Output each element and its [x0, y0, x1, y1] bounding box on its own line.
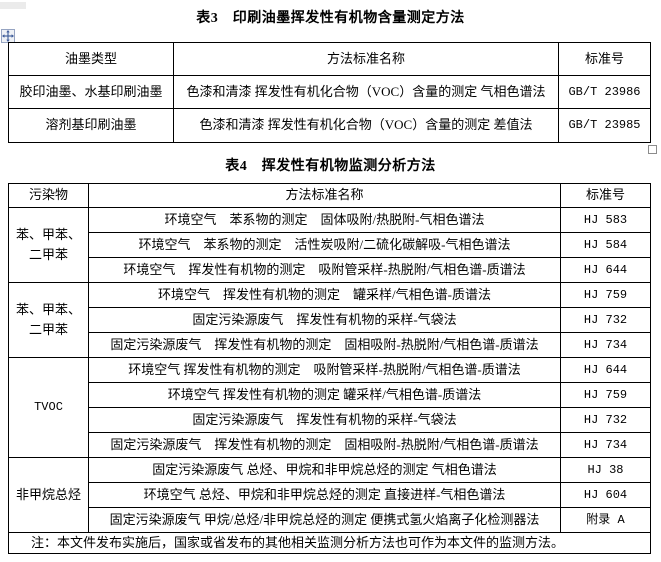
table-row: 环境空气 苯系物的测定 活性炭吸附/二硫化碳解吸-气相色谱法 HJ 584: [9, 232, 651, 258]
method-cell: 固定污染源废气 甲烷/总烃/非甲烷总烃的测定 便携式氢火焰离子化检测器法: [88, 507, 561, 533]
table-row: 非甲烷总烃 固定污染源废气 总烃、甲烷和非甲烷总烃的测定 气相色谱法 HJ 38: [8, 457, 651, 533]
pollutant-cell: TVOC: [8, 357, 89, 458]
standard-cell: GB/T 23986: [558, 75, 651, 109]
ink-voc-methods-table: 油墨类型 方法标准名称 标准号 胶印油墨、水基印刷油墨 色漆和清漆 挥发性有机化…: [8, 42, 651, 143]
table-row: 环境空气 挥发性有机物的测定 吸附管采样-热脱附/气相色谱-质谱法 HJ 644: [9, 257, 651, 283]
table-row: 固定污染源废气 挥发性有机物的采样-气袋法 HJ 732: [9, 307, 651, 333]
table-row: 固定污染源废气 挥发性有机物的测定 固相吸附-热脱附/气相色谱-质谱法 HJ 7…: [9, 332, 651, 358]
table-note-row: 注：本文件发布实施后，国家或省发布的其他相关监测分析方法也可作为本文件的监测方法…: [8, 532, 651, 554]
table4-header-standard-no: 标准号: [560, 183, 651, 208]
table4-header-row: 污染物 方法标准名称 标准号: [8, 183, 651, 208]
standard-cell: HJ 38: [560, 457, 651, 483]
table3-header-method-name: 方法标准名称: [173, 42, 559, 76]
table-row: 固定污染源废气 挥发性有机物的采样-气袋法 HJ 732: [9, 407, 651, 433]
method-cell: 固定污染源废气 挥发性有机物的采样-气袋法: [88, 307, 561, 333]
standard-cell: 附录 A: [560, 507, 651, 533]
table3-header-row: 油墨类型 方法标准名称 标准号: [8, 42, 651, 76]
method-cell: 环境空气 挥发性有机物的测定 吸附管采样-热脱附/气相色谱-质谱法: [88, 357, 561, 383]
standard-cell: HJ 759: [560, 282, 651, 308]
method-cell: 色漆和清漆 挥发性有机化合物（VOC）含量的测定 气相色谱法: [173, 75, 559, 109]
method-cell: 固定污染源废气 总烃、甲烷和非甲烷总烃的测定 气相色谱法: [88, 457, 561, 483]
table4-header-pollutant: 污染物: [8, 183, 89, 208]
table-row: 苯、甲苯、二甲苯 环境空气 苯系物的测定 固体吸附/热脱附-气相色谱法 HJ 5…: [8, 207, 651, 283]
method-cell: 固定污染源废气 挥发性有机物的测定 固相吸附-热脱附/气相色谱-质谱法: [88, 332, 561, 358]
standard-cell: HJ 734: [560, 332, 651, 358]
table3-header-standard-no: 标准号: [558, 42, 651, 76]
standard-cell: HJ 644: [560, 357, 651, 383]
standard-cell: HJ 584: [560, 232, 651, 258]
method-cell: 环境空气 总烃、甲烷和非甲烷总烃的测定 直接进样-气相色谱法: [88, 482, 561, 508]
method-cell: 环境空气 挥发性有机物的测定 罐采样/气相色谱-质谱法: [88, 282, 561, 308]
voc-monitoring-methods-table: 污染物 方法标准名称 标准号 苯、甲苯、二甲苯 环境空气 苯系物的测定 固体吸附…: [8, 183, 651, 554]
standard-cell: HJ 732: [560, 307, 651, 333]
pollutant-cell: 非甲烷总烃: [8, 457, 89, 533]
standard-cell: GB/T 23985: [558, 108, 651, 143]
note-cell: 注：本文件发布实施后，国家或省发布的其他相关监测分析方法也可作为本文件的监测方法…: [8, 532, 651, 554]
standard-cell: HJ 759: [560, 382, 651, 408]
standard-cell: HJ 734: [560, 432, 651, 458]
table-row: 环境空气 挥发性有机物的测定 罐采样/气相色谱-质谱法 HJ 759: [9, 382, 651, 408]
standard-cell: HJ 732: [560, 407, 651, 433]
table3-title: 表3 印刷油墨挥发性有机物含量测定方法: [196, 11, 465, 26]
method-cell: 环境空气 挥发性有机物的测定 吸附管采样-热脱附/气相色谱-质谱法: [88, 257, 561, 283]
table4-header-method-name: 方法标准名称: [88, 183, 561, 208]
table-resize-handle[interactable]: [648, 145, 657, 154]
table-row: 固定污染源废气 甲烷/总烃/非甲烷总烃的测定 便携式氢火焰离子化检测器法 附录 …: [9, 507, 651, 533]
standard-cell: HJ 604: [560, 482, 651, 508]
method-cell: 环境空气 苯系物的测定 活性炭吸附/二硫化碳解吸-气相色谱法: [88, 232, 561, 258]
table-move-handle[interactable]: [1, 29, 15, 43]
method-cell: 色漆和清漆 挥发性有机化合物（VOC）含量的测定 差值法: [173, 108, 559, 143]
method-cell: 固定污染源废气 挥发性有机物的采样-气袋法: [88, 407, 561, 433]
method-cell: 环境空气 挥发性有机物的测定 罐采样/气相色谱-质谱法: [88, 382, 561, 408]
standard-cell: HJ 583: [560, 207, 651, 233]
screen-edge-artifact: [0, 2, 26, 9]
table4-title: 表4 挥发性有机物监测分析方法: [225, 159, 436, 174]
table-row: TVOC 环境空气 挥发性有机物的测定 吸附管采样-热脱附/气相色谱-质谱法 H…: [8, 357, 651, 458]
standard-cell: HJ 644: [560, 257, 651, 283]
table-row: 苯、甲苯、二甲苯 环境空气 挥发性有机物的测定 罐采样/气相色谱-质谱法 HJ …: [8, 282, 651, 358]
move-arrows-icon: [2, 30, 14, 42]
method-cell: 环境空气 苯系物的测定 固体吸附/热脱附-气相色谱法: [88, 207, 561, 233]
pollutant-cell: 苯、甲苯、二甲苯: [8, 282, 89, 358]
pollutant-cell: 苯、甲苯、二甲苯: [8, 207, 89, 283]
table-row: 胶印油墨、水基印刷油墨 色漆和清漆 挥发性有机化合物（VOC）含量的测定 气相色…: [8, 75, 651, 109]
ink-type-cell: 胶印油墨、水基印刷油墨: [8, 75, 174, 109]
table-row: 溶剂基印刷油墨 色漆和清漆 挥发性有机化合物（VOC）含量的测定 差值法 GB/…: [8, 108, 651, 143]
table-row: 固定污染源废气 挥发性有机物的测定 固相吸附-热脱附/气相色谱-质谱法 HJ 7…: [9, 432, 651, 458]
method-cell: 固定污染源废气 挥发性有机物的测定 固相吸附-热脱附/气相色谱-质谱法: [88, 432, 561, 458]
table-row: 环境空气 总烃、甲烷和非甲烷总烃的测定 直接进样-气相色谱法 HJ 604: [9, 482, 651, 508]
ink-type-cell: 溶剂基印刷油墨: [8, 108, 174, 143]
table3-header-ink-type: 油墨类型: [8, 42, 174, 76]
